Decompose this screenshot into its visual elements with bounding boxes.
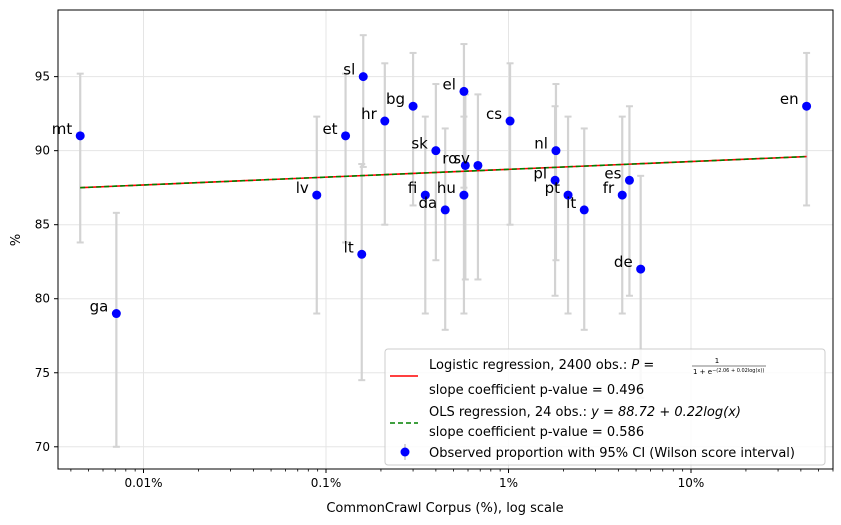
point-label-lv: lv [296,179,309,197]
x-axis-label: CommonCrawl Corpus (%), log scale [326,501,563,516]
point-label-el: el [443,75,456,93]
point-es [624,175,634,185]
x-axis-ticks: 0.01% 0.1% 1% 10% [70,469,834,490]
y-tick-label: 85 [35,218,50,232]
point-fi [420,190,430,200]
x-tick-label: 1% [499,476,518,490]
point-sv [473,160,483,170]
point-cs [505,116,515,126]
legend-logistic-den: 1 + e−(2.06 + 0.02log(x)) [693,368,764,376]
legend-logistic-line2: slope coefficient p-value = 0.496 [429,383,644,398]
point-label-de: de [614,253,633,271]
point-nl [551,146,561,156]
point-label-es: es [604,164,621,182]
point-lv [312,190,322,200]
point-label-mt: mt [52,120,73,138]
legend-ols-title: OLS regression, 24 obs.: [429,405,591,420]
y-tick-label: 80 [35,292,50,306]
point-label-pl: pl [533,164,547,182]
point-label-en: en [780,90,799,108]
point-lt [357,249,367,259]
point-label-sl: sl [343,61,355,79]
legend-logistic-num: 1 [715,357,719,365]
x-tick-label: 0.1% [311,476,342,490]
point-label-hu: hu [437,179,456,197]
point-label-it: it [566,194,576,212]
point-it [579,205,589,215]
legend-logistic-title: Logistic regression, 2400 obs.: [429,358,631,373]
x-tick-label: 10% [678,476,705,490]
point-hr [380,116,390,126]
y-tick-label: 75 [35,366,50,380]
point-et [341,131,351,141]
point-label-fi: fi [408,179,417,197]
point-ga [111,309,121,319]
point-label-fr: fr [603,179,615,197]
point-pl [550,175,560,185]
x-tick-label: 0.01% [124,476,162,490]
point-label-da: da [418,194,437,212]
point-label-bg: bg [386,90,405,108]
legend-ols-line1: OLS regression, 24 obs.: y = 88.72 + 0.2… [429,405,741,420]
point-en [802,101,812,111]
point-el [459,86,469,96]
y-axis-label: % [9,234,24,246]
y-axis-ticks: 70 75 80 85 90 95 [35,70,58,454]
legend-logistic-lhs: P = [631,358,654,373]
point-label-cs: cs [486,105,502,123]
point-bg [408,101,418,111]
data-points [75,72,812,319]
legend-ols-formula: y = 88.72 + 0.22log(x) [590,405,741,420]
point-label-sv: sv [453,149,470,167]
y-tick-label: 70 [35,440,50,454]
legend: Logistic regression, 2400 obs.: P = 1 1 … [384,348,826,466]
point-ro [460,160,470,170]
legend-ols-line2: slope coefficient p-value = 0.586 [429,425,644,440]
regression-lines [80,155,807,189]
y-tick-label: 95 [35,70,50,84]
legend-box [384,348,826,466]
plot-frame [57,9,834,470]
y-tick-label: 90 [35,144,50,158]
point-label-ga: ga [90,298,109,316]
legend-den-exp: −(2.06 + 0.02log(x)) [712,368,764,374]
point-label-hr: hr [361,105,378,123]
point-pt [563,190,573,200]
errorbars [76,34,811,448]
legend-logistic-line1: Logistic regression, 2400 obs.: P = [429,358,654,373]
point-sk [431,146,441,156]
point-label-pt: pt [545,179,561,197]
point-sl [358,72,368,82]
regression-line-ols [80,155,807,189]
legend-point-swatch [400,447,410,457]
point-da [440,205,450,215]
point-label-lt: lt [344,238,354,256]
point-label-et: et [322,120,337,138]
legend-den-base: 1 + e [693,368,712,376]
point-label-ro: ro [442,149,457,167]
point-label-nl: nl [534,135,548,153]
point-de [636,264,646,274]
point-label-sk: sk [411,135,428,153]
point-mt [75,131,85,141]
point-fr [617,190,627,200]
point-hu [459,190,469,200]
legend-observed-label: Observed proportion with 95% CI (Wilson … [429,446,795,461]
